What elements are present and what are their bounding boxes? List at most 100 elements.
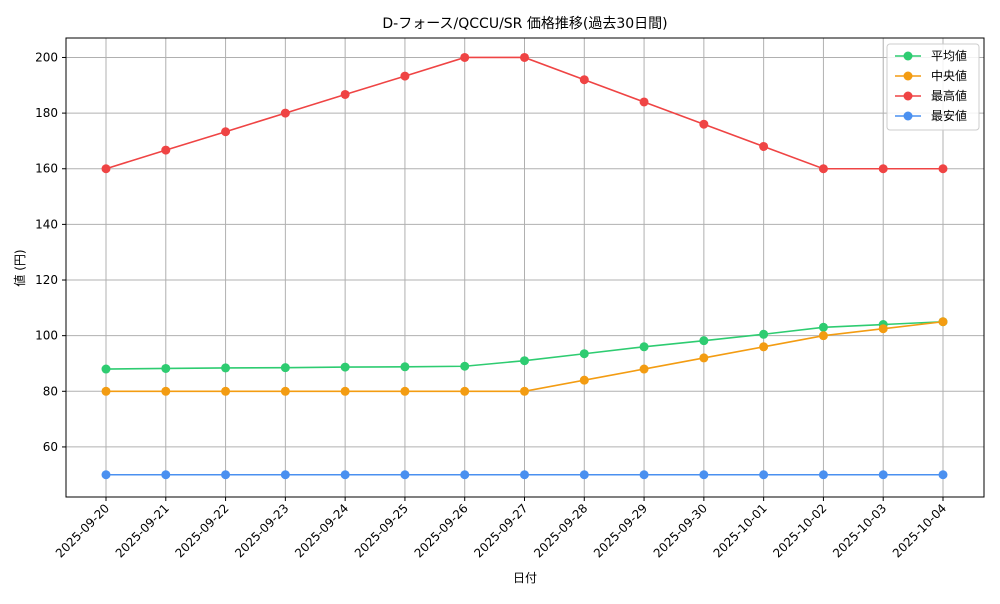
data-point <box>579 375 589 385</box>
data-point <box>460 52 470 62</box>
data-point <box>818 322 828 332</box>
x-tick-label: 2025-10-02 <box>770 501 829 560</box>
data-point <box>878 164 888 174</box>
data-point <box>280 470 290 480</box>
y-tick-label: 120 <box>35 273 58 287</box>
data-point <box>101 164 111 174</box>
legend-item: 平均値 <box>895 48 967 63</box>
data-point <box>699 119 709 129</box>
data-point <box>520 356 529 366</box>
series-group <box>101 52 948 480</box>
data-point <box>460 386 470 396</box>
legend-swatch-marker <box>903 111 913 121</box>
data-point <box>699 353 709 363</box>
data-point <box>579 75 589 85</box>
legend-swatch-marker <box>903 51 913 61</box>
legend-label: 中央値 <box>931 68 967 83</box>
data-point <box>340 386 350 396</box>
data-point <box>101 386 111 396</box>
x-axis-title: 日付 <box>513 571 537 585</box>
data-point <box>699 336 709 346</box>
x-tick-label: 2025-10-01 <box>711 501 770 560</box>
y-tick-label: 140 <box>35 217 58 231</box>
series-最高値 <box>101 52 948 174</box>
data-point <box>759 329 769 339</box>
data-point <box>340 470 350 480</box>
x-tick-label: 2025-09-22 <box>172 501 231 560</box>
data-point <box>460 470 470 480</box>
data-point <box>460 361 470 371</box>
legend-item: 最高値 <box>895 88 967 103</box>
data-point <box>161 363 171 373</box>
data-point <box>221 386 231 396</box>
data-point <box>221 363 231 373</box>
legend-box <box>886 43 980 131</box>
chart-title: D-フォース/QCCU/SR 価格推移(過去30日間) <box>382 16 667 32</box>
data-point <box>280 363 290 373</box>
data-point <box>161 470 171 480</box>
y-tick-label: 180 <box>35 106 58 120</box>
data-point <box>878 470 888 480</box>
data-point <box>818 331 828 341</box>
data-point <box>938 470 948 480</box>
series-最安値 <box>101 470 948 480</box>
series-中央値 <box>101 317 948 396</box>
data-point <box>400 470 410 480</box>
data-point <box>699 470 709 480</box>
x-tick-label: 2025-09-20 <box>53 501 112 560</box>
data-point <box>520 386 529 396</box>
data-point <box>161 145 171 155</box>
legend-item: 最安値 <box>895 108 967 123</box>
data-point <box>759 470 769 480</box>
x-tick-label: 2025-09-23 <box>232 501 291 560</box>
y-tick-label: 100 <box>35 329 58 343</box>
data-point <box>280 108 290 118</box>
data-point <box>938 317 948 327</box>
data-point <box>340 362 350 372</box>
data-point <box>520 470 529 480</box>
data-point <box>400 71 410 81</box>
data-point <box>938 164 948 174</box>
y-tick-label: 160 <box>35 162 58 176</box>
legend-item: 中央値 <box>895 68 967 83</box>
x-tick-label: 2025-09-29 <box>591 501 650 560</box>
data-point <box>759 342 769 352</box>
y-tick-label: 80 <box>43 384 58 398</box>
x-tick-label: 2025-10-03 <box>830 501 889 560</box>
legend-label: 最安値 <box>931 108 967 123</box>
y-tick-label: 60 <box>43 440 58 454</box>
y-axis-title: 値 (円) <box>12 249 27 286</box>
data-point <box>221 470 231 480</box>
x-tick-label: 2025-09-27 <box>471 501 530 560</box>
data-point <box>878 324 888 334</box>
axes: 2025-09-20 2025-09-21 2025-09-22 2025-09-23… <box>35 50 949 560</box>
x-tick-label: 2025-09-21 <box>113 501 172 560</box>
legend-label: 平均値 <box>931 48 967 63</box>
data-point <box>400 386 410 396</box>
x-tick-label: 2025-09-25 <box>352 501 411 560</box>
legend-swatch-marker <box>903 91 913 101</box>
data-point <box>639 97 649 107</box>
x-tick-label: 2025-09-26 <box>412 501 471 560</box>
x-tick-label: 2025-09-28 <box>531 501 590 560</box>
x-tick-label: 2025-10-04 <box>890 501 949 560</box>
data-point <box>280 386 290 396</box>
data-point <box>400 362 410 372</box>
data-point <box>818 164 828 174</box>
data-point <box>520 52 529 62</box>
data-point <box>221 127 231 137</box>
data-point <box>639 470 649 480</box>
data-point <box>639 342 649 352</box>
data-point <box>579 470 589 480</box>
x-tick-label: 2025-09-30 <box>651 501 710 560</box>
legend-label: 最高値 <box>931 88 967 103</box>
x-tick-label: 2025-09-24 <box>292 501 351 560</box>
data-point <box>759 141 769 151</box>
data-point <box>579 349 589 359</box>
y-tick-label: 200 <box>35 50 58 64</box>
data-point <box>101 470 111 480</box>
legend-swatch-marker <box>903 71 913 81</box>
